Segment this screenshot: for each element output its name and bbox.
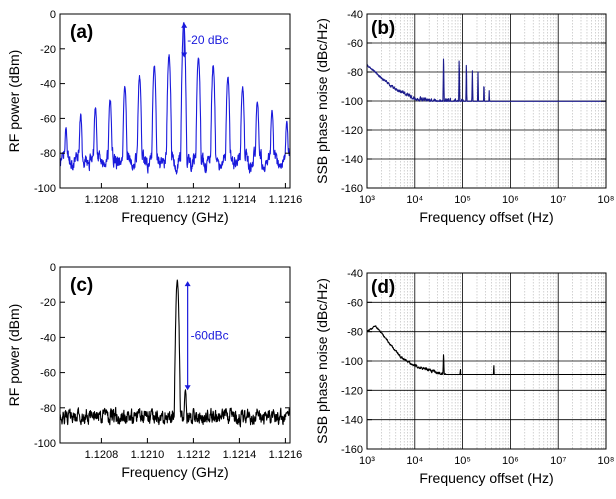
y-tick-label: -40 <box>347 268 363 280</box>
series-line <box>367 59 606 101</box>
annotation-label: -60dBc <box>191 329 229 343</box>
y-tick-label: -80 <box>40 148 56 160</box>
panel-label: (c) <box>70 275 93 296</box>
y-axis-label: SSB phase noise (dBc/Hz) <box>314 18 330 184</box>
x-tick-label: 10⁷ <box>550 455 566 467</box>
chart-a: -100 -80 -60 -40 -20 0 1.1208 1.1210 1.1212 1.121… <box>0 0 310 245</box>
y-tick-label: 0 <box>50 262 56 274</box>
arrow-head-up <box>185 281 191 286</box>
x-tick-label: 10⁸ <box>598 194 615 206</box>
x-tick-label: 1.1212 <box>177 449 211 461</box>
x-axis-label: Frequency (GHz) <box>121 464 228 480</box>
y-tick-label: -140 <box>341 154 363 166</box>
x-tick-label: 10⁶ <box>502 455 519 467</box>
y-tick-label: -100 <box>34 183 56 195</box>
x-tick-label: 10⁷ <box>550 194 566 206</box>
x-tick-label: 10³ <box>359 455 375 467</box>
x-tick-label: 1.1208 <box>85 449 119 461</box>
y-tick-label: -80 <box>347 67 363 79</box>
x-axis-label: Frequency (GHz) <box>121 209 228 225</box>
x-tick-label: 1.1208 <box>85 194 119 206</box>
panel-label: (d) <box>371 277 395 298</box>
x-tick-label: 10⁶ <box>502 194 519 206</box>
y-tick-label: -40 <box>40 332 56 344</box>
x-tick-label: 1.1216 <box>269 194 303 206</box>
plot-frame <box>60 14 290 188</box>
y-tick-label: -20 <box>40 44 56 56</box>
x-tick-label: 10⁴ <box>406 455 423 467</box>
x-tick-label: 1.1216 <box>269 449 303 461</box>
y-tick-label: -60 <box>347 297 363 309</box>
x-tick-label: 10⁵ <box>454 194 471 206</box>
series-line <box>60 23 290 174</box>
x-tick-label: 10⁴ <box>406 194 423 206</box>
x-tick-label: 10⁸ <box>598 455 615 467</box>
y-tick-label: 0 <box>50 9 56 21</box>
series-line <box>367 326 606 375</box>
y-tick-label: -120 <box>341 125 363 137</box>
y-axis-label: RF power (dBm) <box>6 50 22 153</box>
y-tick-label: -20 <box>40 297 56 309</box>
annotation-label: -20 dBc <box>187 33 228 47</box>
x-tick-label: 10³ <box>359 194 375 206</box>
grid <box>367 273 606 449</box>
chart-c: -100 -80 -60 -40 -20 0 1.1208 1.1210 1.1212 1.121… <box>0 245 310 494</box>
x-axis-label: Frequency offset (Hz) <box>419 470 553 486</box>
panel-a: -100 -80 -60 -40 -20 0 1.1208 1.1210 1.1212 1.121… <box>0 0 310 245</box>
y-tick-label: -60 <box>347 38 363 50</box>
y-axis-label: RF power (dBm) <box>6 304 22 407</box>
panel-label: (a) <box>70 22 93 43</box>
x-tick-label: 1.1214 <box>223 194 257 206</box>
y-tick-label: -60 <box>40 368 56 380</box>
x-axis-label: Frequency offset (Hz) <box>419 209 553 225</box>
y-axis-label: SSB phase noise (dBc/Hz) <box>314 278 330 444</box>
x-tick-label: 1.1210 <box>131 194 165 206</box>
panel-label: (b) <box>371 18 395 39</box>
y-tick-label: -40 <box>40 79 56 91</box>
y-tick-label: -100 <box>341 96 363 108</box>
series-line <box>60 280 290 427</box>
arrow-head-up <box>181 23 187 28</box>
x-tick-label: 10⁵ <box>454 455 471 467</box>
y-tick-label: -100 <box>341 356 363 368</box>
y-tick-label: -140 <box>341 415 363 427</box>
y-tick-label: -120 <box>341 385 363 397</box>
x-tick-label: 1.1210 <box>131 449 165 461</box>
y-tick-label: -100 <box>34 438 56 450</box>
y-tick-label: -80 <box>347 327 363 339</box>
y-tick-label: -60 <box>40 113 56 125</box>
y-tick-label: -80 <box>40 403 56 415</box>
x-tick-label: 1.1214 <box>223 449 257 461</box>
panel-c: -100 -80 -60 -40 -20 0 1.1208 1.1210 1.1212 1.121… <box>0 245 310 494</box>
x-tick-label: 1.1212 <box>177 194 211 206</box>
y-tick-label: -40 <box>347 9 363 21</box>
